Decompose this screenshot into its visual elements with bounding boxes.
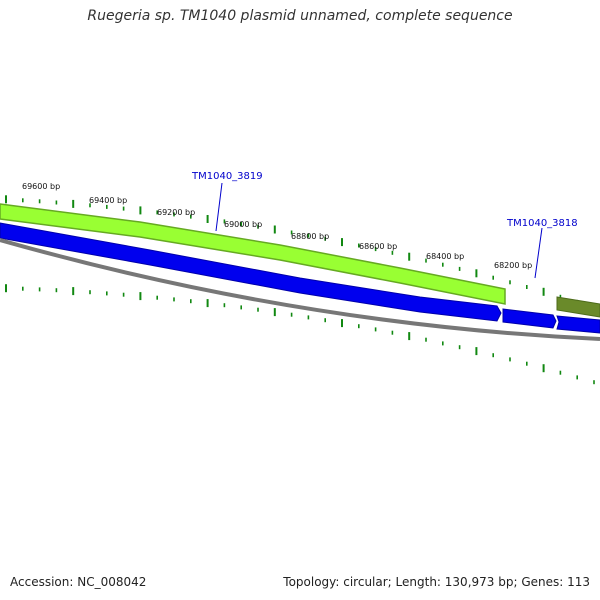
- reverse-gene-feature-right[interactable]: [556, 315, 600, 334]
- tick-label: 68600 bp: [359, 242, 397, 251]
- tick-label: 68400 bp: [426, 252, 464, 261]
- forward-gene-feature[interactable]: [0, 203, 506, 305]
- gene-label-leader: [534, 227, 543, 279]
- tick-label: 68800 bp: [291, 232, 329, 241]
- outer-tick-ring: [5, 195, 595, 310]
- tick-labels: 69600 bp 69400 bp 69200 bp 69000 bp 6880…: [22, 182, 532, 270]
- gene-label-leader: [215, 182, 223, 232]
- accession-text: Accession: NC_008042: [10, 575, 147, 589]
- backbone-ring: [0, 238, 600, 341]
- forward-gene-feature-right[interactable]: [556, 296, 600, 318]
- tick-label: 69200 bp: [157, 208, 195, 217]
- gene-label-tm1040-3818[interactable]: TM1040_3818: [506, 218, 578, 229]
- tick-label: 69000 bp: [224, 220, 262, 229]
- tick-label: 69400 bp: [89, 196, 127, 205]
- page-title: Ruegeria sp. TM1040 plasmid unnamed, com…: [87, 8, 513, 24]
- inner-tick-ring: [5, 284, 595, 385]
- tick-label: 68200 bp: [494, 261, 532, 270]
- reverse-gene-feature-small[interactable]: [502, 308, 557, 329]
- summary-text: Topology: circular; Length: 130,973 bp; …: [283, 575, 590, 589]
- gene-label-tm1040-3819[interactable]: TM1040_3819: [191, 171, 263, 182]
- reverse-gene-feature[interactable]: [0, 222, 502, 322]
- tick-label: 69600 bp: [22, 182, 60, 191]
